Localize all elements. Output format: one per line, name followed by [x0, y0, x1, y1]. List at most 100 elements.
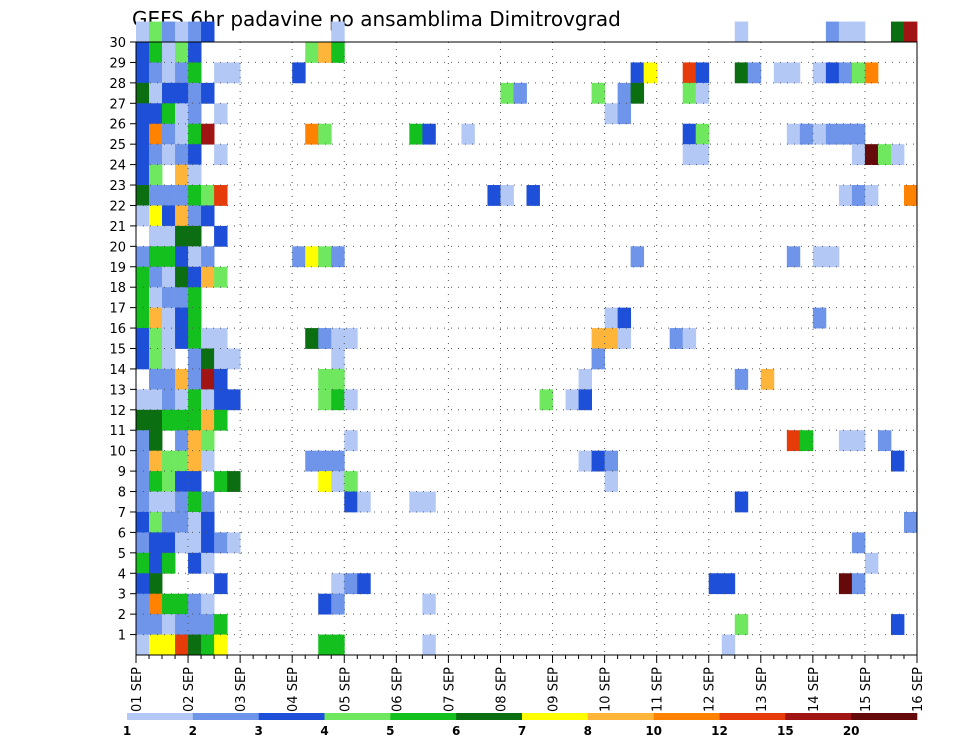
heatmap-cell	[149, 266, 163, 288]
cells-layer	[136, 21, 918, 656]
heatmap-cell	[162, 348, 176, 370]
heatmap-cell	[617, 82, 632, 104]
heatmap-cell	[721, 573, 736, 595]
heatmap-cell	[201, 511, 215, 533]
heatmap-cell	[162, 185, 176, 206]
heatmap-cell	[149, 368, 163, 390]
heatmap-cell	[149, 532, 163, 554]
heatmap-cell	[331, 368, 345, 390]
heatmap-cell	[149, 246, 163, 268]
heatmap-cell	[149, 471, 163, 492]
heatmap-cell	[422, 123, 436, 145]
heatmap-cell	[214, 368, 228, 390]
x-tick-label: 14 SEP	[807, 667, 822, 712]
heatmap-cell	[149, 348, 163, 370]
colorbar-label: 10	[645, 724, 662, 738]
colorbar-label: 3	[254, 724, 262, 738]
heatmap-cell	[175, 42, 189, 63]
colorbar-swatch	[851, 713, 918, 720]
heatmap-cell	[162, 593, 176, 615]
heatmap-cell	[136, 450, 150, 472]
heatmap-cell	[162, 511, 176, 533]
x-tick-label: 05 SEP	[338, 667, 353, 712]
heatmap-cell	[812, 307, 827, 329]
heatmap-cell	[344, 389, 358, 411]
x-tick-label: 16 SEP	[911, 667, 926, 712]
heatmap-cell	[175, 144, 189, 165]
heatmap-cell	[838, 62, 853, 84]
heatmap-cell	[136, 552, 150, 574]
heatmap-cell	[214, 389, 228, 411]
heatmap-cell	[136, 491, 150, 513]
heatmap-cell	[201, 389, 215, 411]
heatmap-cell	[162, 634, 176, 656]
heatmap-cell	[188, 368, 202, 390]
colorbar-swatch	[258, 713, 325, 720]
y-tick-label: 7	[118, 506, 126, 521]
heatmap-cell	[175, 62, 189, 84]
heatmap-cell	[227, 389, 241, 411]
heatmap-cell	[591, 82, 605, 104]
heatmap-cell	[201, 368, 215, 390]
heatmap-cell	[318, 634, 332, 656]
heatmap-cell	[214, 266, 228, 288]
y-tick-label: 3	[118, 588, 126, 603]
y-tick-label: 2	[118, 608, 126, 623]
heatmap-cell	[734, 368, 749, 390]
heatmap-cell	[318, 450, 332, 472]
heatmap-cell	[214, 328, 228, 349]
heatmap-cell	[162, 532, 176, 554]
heatmap-cell	[175, 287, 189, 309]
heatmap-cell	[201, 266, 215, 288]
x-tick-label: 12 SEP	[703, 667, 718, 712]
heatmap-cell	[227, 348, 241, 370]
heatmap-cell	[318, 593, 332, 615]
heatmap-cell	[292, 62, 306, 84]
heatmap-cell	[149, 42, 163, 63]
heatmap-cell	[851, 62, 866, 84]
heatmap-cell	[331, 246, 345, 268]
heatmap-cell	[162, 123, 176, 145]
heatmap-cell	[617, 307, 632, 329]
heatmap-cell	[162, 144, 176, 165]
heatmap-cell	[136, 21, 150, 43]
heatmap-cell	[331, 348, 345, 370]
colorbar-swatch	[456, 713, 523, 720]
y-tick-label: 29	[109, 56, 126, 71]
heatmap-cell	[786, 62, 801, 84]
heatmap-cell	[734, 62, 749, 84]
y-tick-label: 11	[109, 424, 126, 439]
heatmap-cell	[162, 62, 176, 84]
heatmap-cell	[825, 21, 840, 43]
y-tick-label: 27	[109, 97, 126, 112]
heatmap-cell	[188, 42, 202, 63]
colorbar-swatch	[653, 713, 720, 720]
colorbar-swatch	[390, 713, 457, 720]
heatmap-cell	[305, 246, 319, 268]
heatmap-cell	[149, 511, 163, 533]
heatmap-cell	[188, 348, 202, 370]
heatmap-cell	[136, 614, 150, 635]
heatmap-cell	[292, 246, 306, 268]
heatmap-cell	[786, 123, 801, 145]
heatmap-cell	[175, 123, 189, 145]
heatmap-cell	[201, 328, 215, 349]
heatmap-cell	[838, 123, 853, 145]
heatmap-cell	[305, 328, 319, 349]
heatmap-cell	[214, 348, 228, 370]
heatmap-cell	[188, 246, 202, 268]
y-tick-label: 14	[109, 363, 126, 378]
heatmap-cell	[136, 42, 150, 63]
colorbar-swatch	[719, 713, 786, 720]
heatmap-cell	[136, 409, 150, 431]
heatmap-cell	[578, 389, 592, 411]
colorbar-label: 5	[386, 724, 394, 738]
colorbar-label: 7	[518, 724, 526, 738]
x-tick-label: 06 SEP	[390, 667, 405, 712]
heatmap-cell	[136, 471, 150, 492]
heatmap-cell	[188, 82, 202, 104]
heatmap-cell	[851, 532, 866, 554]
heatmap-cell	[214, 614, 228, 635]
heatmap-cell	[734, 491, 749, 513]
heatmap-cell	[318, 328, 332, 349]
